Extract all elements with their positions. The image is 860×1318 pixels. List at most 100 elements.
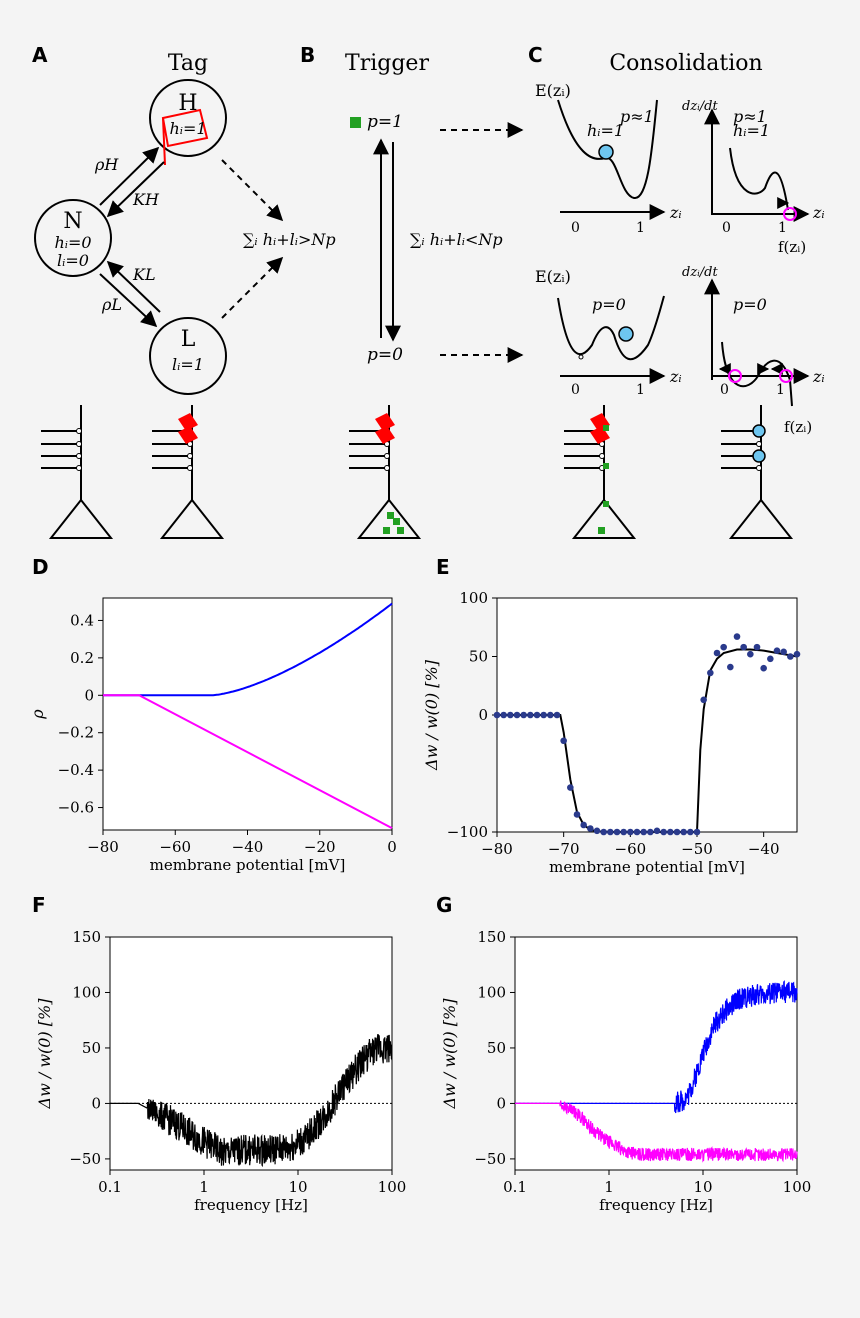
y-tick-label: 0 bbox=[496, 1094, 506, 1112]
soma-triangle bbox=[48, 498, 114, 539]
x-axis-label: membrane potential [mV] bbox=[150, 856, 346, 874]
data-point bbox=[607, 828, 614, 836]
state-n-sub1: hᵢ=0 bbox=[54, 233, 91, 252]
y-axis-label: Δw / w(0) [%] bbox=[440, 998, 459, 1110]
data-point bbox=[660, 828, 667, 836]
state-l-label: L bbox=[181, 327, 196, 352]
data-point bbox=[520, 711, 527, 719]
x-tick-label: 10 bbox=[288, 1178, 307, 1196]
y-tick-label: 100 bbox=[477, 983, 506, 1001]
tag-flag-icon bbox=[375, 426, 395, 444]
chart-f: 0.1 1 10 100 150 100 50 0 −50 frequency [Hz] Δw / … bbox=[35, 928, 406, 1214]
series-line-blue bbox=[103, 602, 393, 697]
protein-square-icon bbox=[603, 463, 609, 469]
z-axis-label: zᵢ bbox=[669, 203, 682, 222]
sum-threshold-above: ∑ᵢ hᵢ+lᵢ>Np bbox=[243, 230, 336, 249]
state-h-sub: hᵢ=1 bbox=[169, 119, 206, 138]
p-approx-top-right: p≈1 bbox=[733, 107, 767, 126]
protein-square-icon bbox=[603, 425, 609, 431]
y-tick-label: 50 bbox=[469, 648, 488, 666]
plot-area bbox=[102, 597, 393, 831]
consolidation-plots bbox=[557, 99, 810, 407]
data-point bbox=[720, 643, 727, 651]
data-point bbox=[500, 711, 507, 719]
minimum-dot-icon bbox=[578, 354, 584, 360]
data-point bbox=[653, 827, 661, 835]
f-label-top: f(zᵢ) bbox=[778, 238, 806, 256]
soma-triangle bbox=[356, 498, 422, 539]
soma-triangle bbox=[728, 498, 794, 539]
ball-icon bbox=[598, 144, 614, 160]
data-point bbox=[727, 663, 734, 671]
data-point bbox=[580, 821, 587, 829]
p-approx-top-left: p≈1 bbox=[620, 107, 654, 126]
data-point bbox=[527, 711, 534, 719]
y-axis-label: ρ bbox=[28, 709, 47, 720]
rate-k-h: KH bbox=[132, 190, 160, 209]
state-l-circle bbox=[149, 317, 227, 395]
panel-label-c: C bbox=[528, 43, 543, 67]
data-point bbox=[620, 828, 627, 836]
neuron-schematics bbox=[41, 405, 794, 539]
x-tick-label: 1 bbox=[199, 1178, 209, 1196]
z-axis-label: zᵢ bbox=[812, 367, 825, 386]
chart-d: −80 −60 −40 −20 0 0.4 0.2 0 −0.2 −0.4 −0.6 membrane… bbox=[28, 597, 397, 874]
plot-area bbox=[514, 936, 798, 1171]
energy-label-bottom: E(zᵢ) bbox=[535, 267, 571, 286]
data-point bbox=[647, 828, 654, 836]
state-n-circle bbox=[34, 199, 112, 277]
panel-label-a: A bbox=[32, 43, 48, 67]
protein-square-icon bbox=[350, 117, 361, 128]
y-tick-label: 0 bbox=[478, 706, 488, 724]
data-point bbox=[593, 827, 601, 835]
x-axis-label: membrane potential [mV] bbox=[549, 858, 745, 876]
data-point bbox=[740, 643, 747, 651]
x-tick-label: 100 bbox=[378, 1178, 407, 1196]
data-point bbox=[513, 711, 521, 719]
data-point bbox=[633, 828, 641, 836]
x-tick-label: −60 bbox=[159, 838, 191, 856]
x-tick-label: 10 bbox=[693, 1178, 712, 1196]
x-tick-label: 0.1 bbox=[98, 1178, 122, 1196]
y-tick-label: −50 bbox=[69, 1150, 101, 1168]
z-axis-label: zᵢ bbox=[812, 203, 825, 222]
data-point bbox=[700, 696, 707, 704]
title-consolidation: Consolidation bbox=[609, 51, 762, 76]
y-tick-label: 100 bbox=[459, 589, 488, 607]
series-line-magenta bbox=[515, 1100, 798, 1163]
x-tick-label: −70 bbox=[548, 840, 580, 858]
z-axis-label: zᵢ bbox=[669, 367, 682, 386]
x-tick-label: −80 bbox=[481, 840, 513, 858]
synapse-dot-icon bbox=[76, 441, 82, 447]
x-tick-label: −40 bbox=[748, 840, 780, 858]
rate-k-l: KL bbox=[132, 265, 156, 284]
data-point bbox=[733, 633, 741, 640]
x-tick-label: −50 bbox=[681, 840, 713, 858]
synapse-dot-icon bbox=[76, 453, 82, 459]
energy-label-top: E(zᵢ) bbox=[535, 81, 571, 100]
tick-0: 0 bbox=[571, 382, 580, 398]
data-point bbox=[540, 711, 547, 719]
dz-label-bottom: dzᵢ/dt bbox=[682, 265, 718, 280]
protein-square-icon bbox=[383, 527, 390, 534]
x-tick-label: −80 bbox=[87, 838, 119, 856]
title-tag: Tag bbox=[168, 51, 208, 76]
x-tick-label: −60 bbox=[615, 840, 647, 858]
tick-0: 0 bbox=[571, 220, 580, 236]
data-point bbox=[713, 649, 721, 657]
synapse-dot-icon bbox=[756, 441, 762, 447]
p-zero-bottom-right: p=0 bbox=[733, 295, 767, 314]
tag-flag-icon bbox=[178, 426, 198, 444]
rate-rho-l: ρL bbox=[101, 295, 122, 314]
neuron bbox=[721, 405, 794, 539]
data-point bbox=[773, 647, 781, 654]
protein-square-icon bbox=[598, 527, 605, 534]
tick-1: 1 bbox=[776, 382, 785, 398]
sum-threshold-below: ∑ᵢ hᵢ+lᵢ<Np bbox=[410, 230, 503, 249]
x-axis-label: frequency [Hz] bbox=[194, 1196, 308, 1214]
data-point bbox=[493, 711, 501, 719]
y-tick-label: −100 bbox=[447, 823, 488, 841]
p-zero-bottom-left: p=0 bbox=[592, 295, 626, 314]
series-line-black bbox=[110, 1034, 393, 1168]
